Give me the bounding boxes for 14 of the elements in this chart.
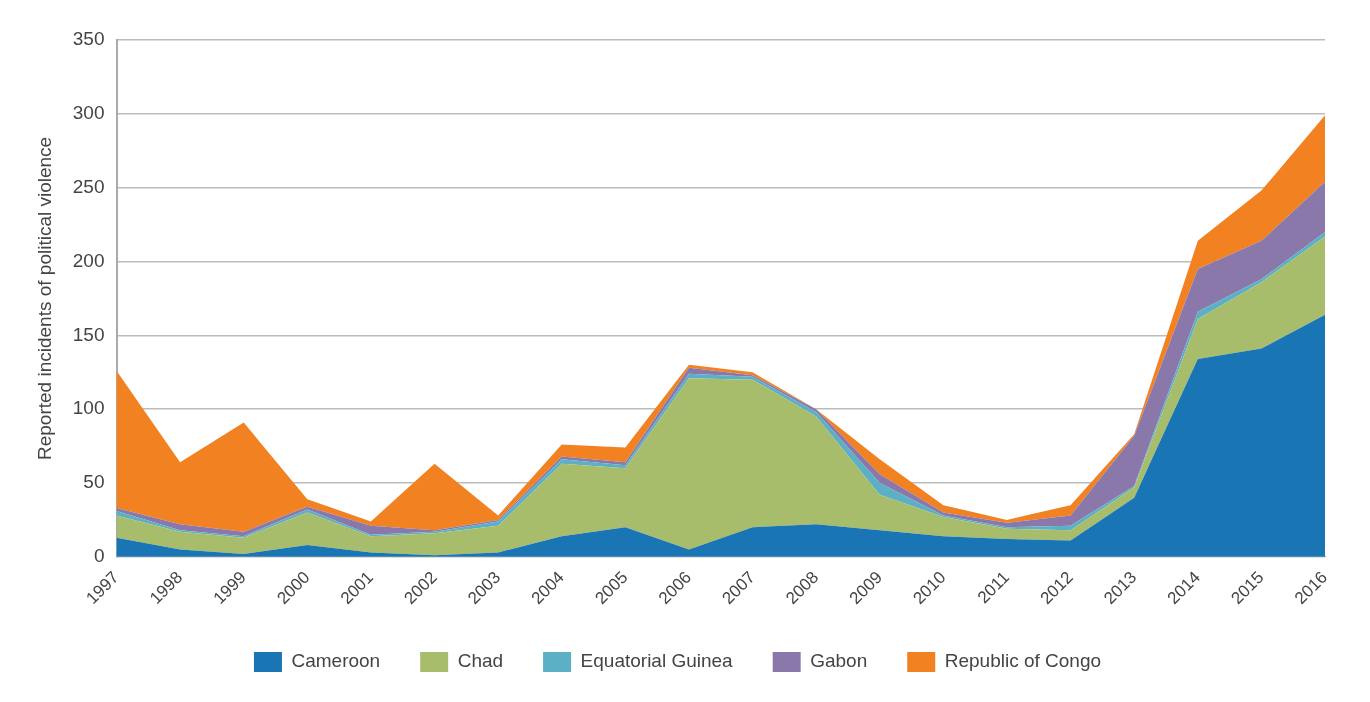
y-tick-label: 200 bbox=[72, 249, 105, 271]
legend-label: Gabon bbox=[810, 650, 868, 672]
y-tick-label: 350 bbox=[72, 28, 105, 50]
y-tick-label: 250 bbox=[72, 175, 105, 197]
y-tick-label: 300 bbox=[72, 102, 105, 124]
legend-label: Equatorial Guinea bbox=[580, 650, 734, 672]
y-tick-label: 100 bbox=[72, 397, 105, 419]
y-tick-label: 0 bbox=[93, 545, 105, 567]
y-axis-title: Reported incidents of political violence bbox=[33, 136, 55, 461]
y-tick-label: 150 bbox=[72, 323, 105, 345]
legend-label: Republic of Congo bbox=[944, 650, 1102, 672]
legend-label: Cameroon bbox=[291, 650, 381, 672]
legend-label: Chad bbox=[457, 650, 504, 672]
y-tick-label: 50 bbox=[83, 471, 105, 493]
